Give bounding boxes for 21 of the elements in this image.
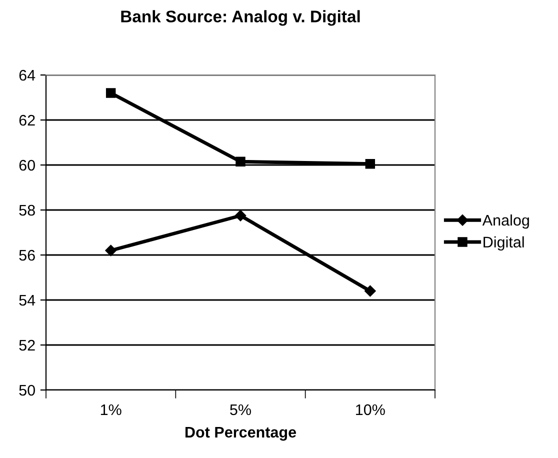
point xyxy=(106,88,116,98)
x-tick-label: 5% xyxy=(230,404,251,416)
legend-label: Digital xyxy=(484,236,524,251)
x-tick-label: 10% xyxy=(356,404,385,416)
point xyxy=(364,285,376,297)
chart-title: Bank Source: Analog v. Digital xyxy=(121,10,360,26)
y-tick-label: 60 xyxy=(19,160,35,171)
point xyxy=(105,244,116,256)
y-tick-label: 62 xyxy=(19,114,35,126)
point xyxy=(236,156,246,166)
y-tick-label: 50 xyxy=(19,384,35,396)
point xyxy=(365,159,376,169)
y-tick-label: 54 xyxy=(19,295,36,306)
x-axis-title: Dot Percentage xyxy=(185,426,296,441)
y-tick-label: 56 xyxy=(19,250,35,261)
legend-label: Analog xyxy=(482,214,529,229)
y-tick-label: 52 xyxy=(19,340,35,351)
y-tick-label: 58 xyxy=(19,204,35,216)
point xyxy=(234,210,246,222)
x-tick-label: 1% xyxy=(100,404,122,416)
y-tick-label: 64 xyxy=(19,70,36,81)
